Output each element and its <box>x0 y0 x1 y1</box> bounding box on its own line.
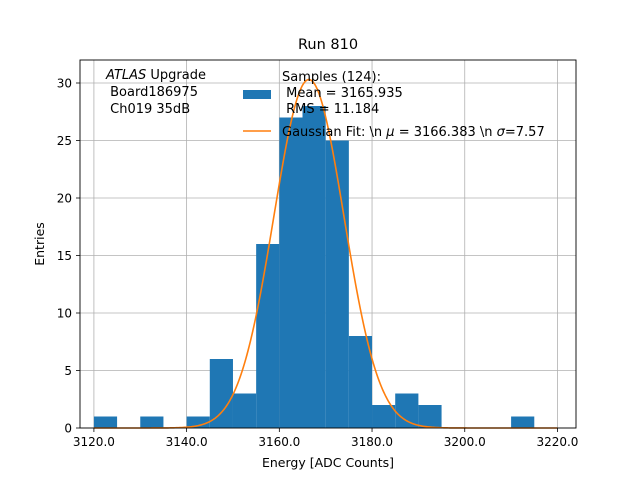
histogram-bar <box>209 359 233 428</box>
legend-title: Samples (124): <box>282 70 381 85</box>
annotation-line-3: Ch019 35dB <box>106 102 190 117</box>
chart-title: Run 810 <box>298 37 358 53</box>
x-axis-ticks: 3120.0 3140.0 3160.0 3180.0 3200.0 3220.0 <box>73 428 578 449</box>
x-tick-label: 3180.0 <box>351 435 393 449</box>
histogram-bar <box>256 244 280 428</box>
y-tick-label: 0 <box>64 422 72 436</box>
legend-fit-mu: μ <box>385 125 394 140</box>
histogram-bar <box>302 106 326 428</box>
legend-fit-post: =7.57 <box>505 125 545 140</box>
x-tick-label: 3140.0 <box>166 435 208 449</box>
annotation-line-1: ATLAS Upgrade <box>105 68 206 83</box>
y-axis-label: Entries <box>32 222 47 266</box>
histogram-bar <box>140 416 164 428</box>
histogram-bar <box>279 117 303 428</box>
atlas-annotation: ATLAS Upgrade Board186975 Ch019 35dB <box>105 68 206 117</box>
histogram-bar <box>418 405 442 428</box>
legend-hist-line-2: RMS = 11.184 <box>282 102 379 117</box>
histogram-bar <box>232 393 257 428</box>
y-tick-label: 20 <box>57 192 72 206</box>
histogram-bar <box>511 416 535 428</box>
plot-frame <box>79 59 577 429</box>
annotation-upgrade: Upgrade <box>146 68 206 83</box>
legend: Samples (124): Mean = 3165.935 RMS = 11.… <box>243 70 545 140</box>
histogram-bar <box>372 405 396 428</box>
x-tick-label: 3120.0 <box>73 435 115 449</box>
x-axis-label: Energy [ADC Counts] <box>262 455 394 470</box>
legend-fit-label: Gaussian Fit: \n μ = 3166.383 \n σ=7.57 <box>282 125 545 140</box>
legend-hist-swatch <box>243 90 271 99</box>
y-tick-label: 25 <box>57 134 72 148</box>
histogram-bar <box>325 140 349 428</box>
y-tick-label: 15 <box>57 249 72 263</box>
annotation-atlas: ATLAS <box>105 68 146 83</box>
legend-fit-sigma: σ <box>497 125 506 140</box>
legend-fit-pre: Gaussian Fit: \n <box>282 125 386 140</box>
histogram-bar <box>395 393 419 428</box>
histogram-bar <box>93 416 118 428</box>
y-tick-label: 30 <box>57 77 72 91</box>
histogram-bar <box>186 416 210 428</box>
x-tick-label: 3200.0 <box>444 435 486 449</box>
y-tick-label: 5 <box>64 364 72 378</box>
y-axis-ticks: 0 5 10 15 20 25 30 <box>57 77 80 436</box>
legend-hist-line-1: Mean = 3165.935 <box>282 86 403 101</box>
histogram-bar <box>348 336 373 428</box>
annotation-line-2: Board186975 <box>106 85 198 100</box>
x-tick-label: 3160.0 <box>258 435 300 449</box>
y-tick-label: 10 <box>57 307 72 321</box>
legend-fit-mid: = 3166.383 \n <box>395 125 497 140</box>
x-tick-label: 3220.0 <box>536 435 578 449</box>
